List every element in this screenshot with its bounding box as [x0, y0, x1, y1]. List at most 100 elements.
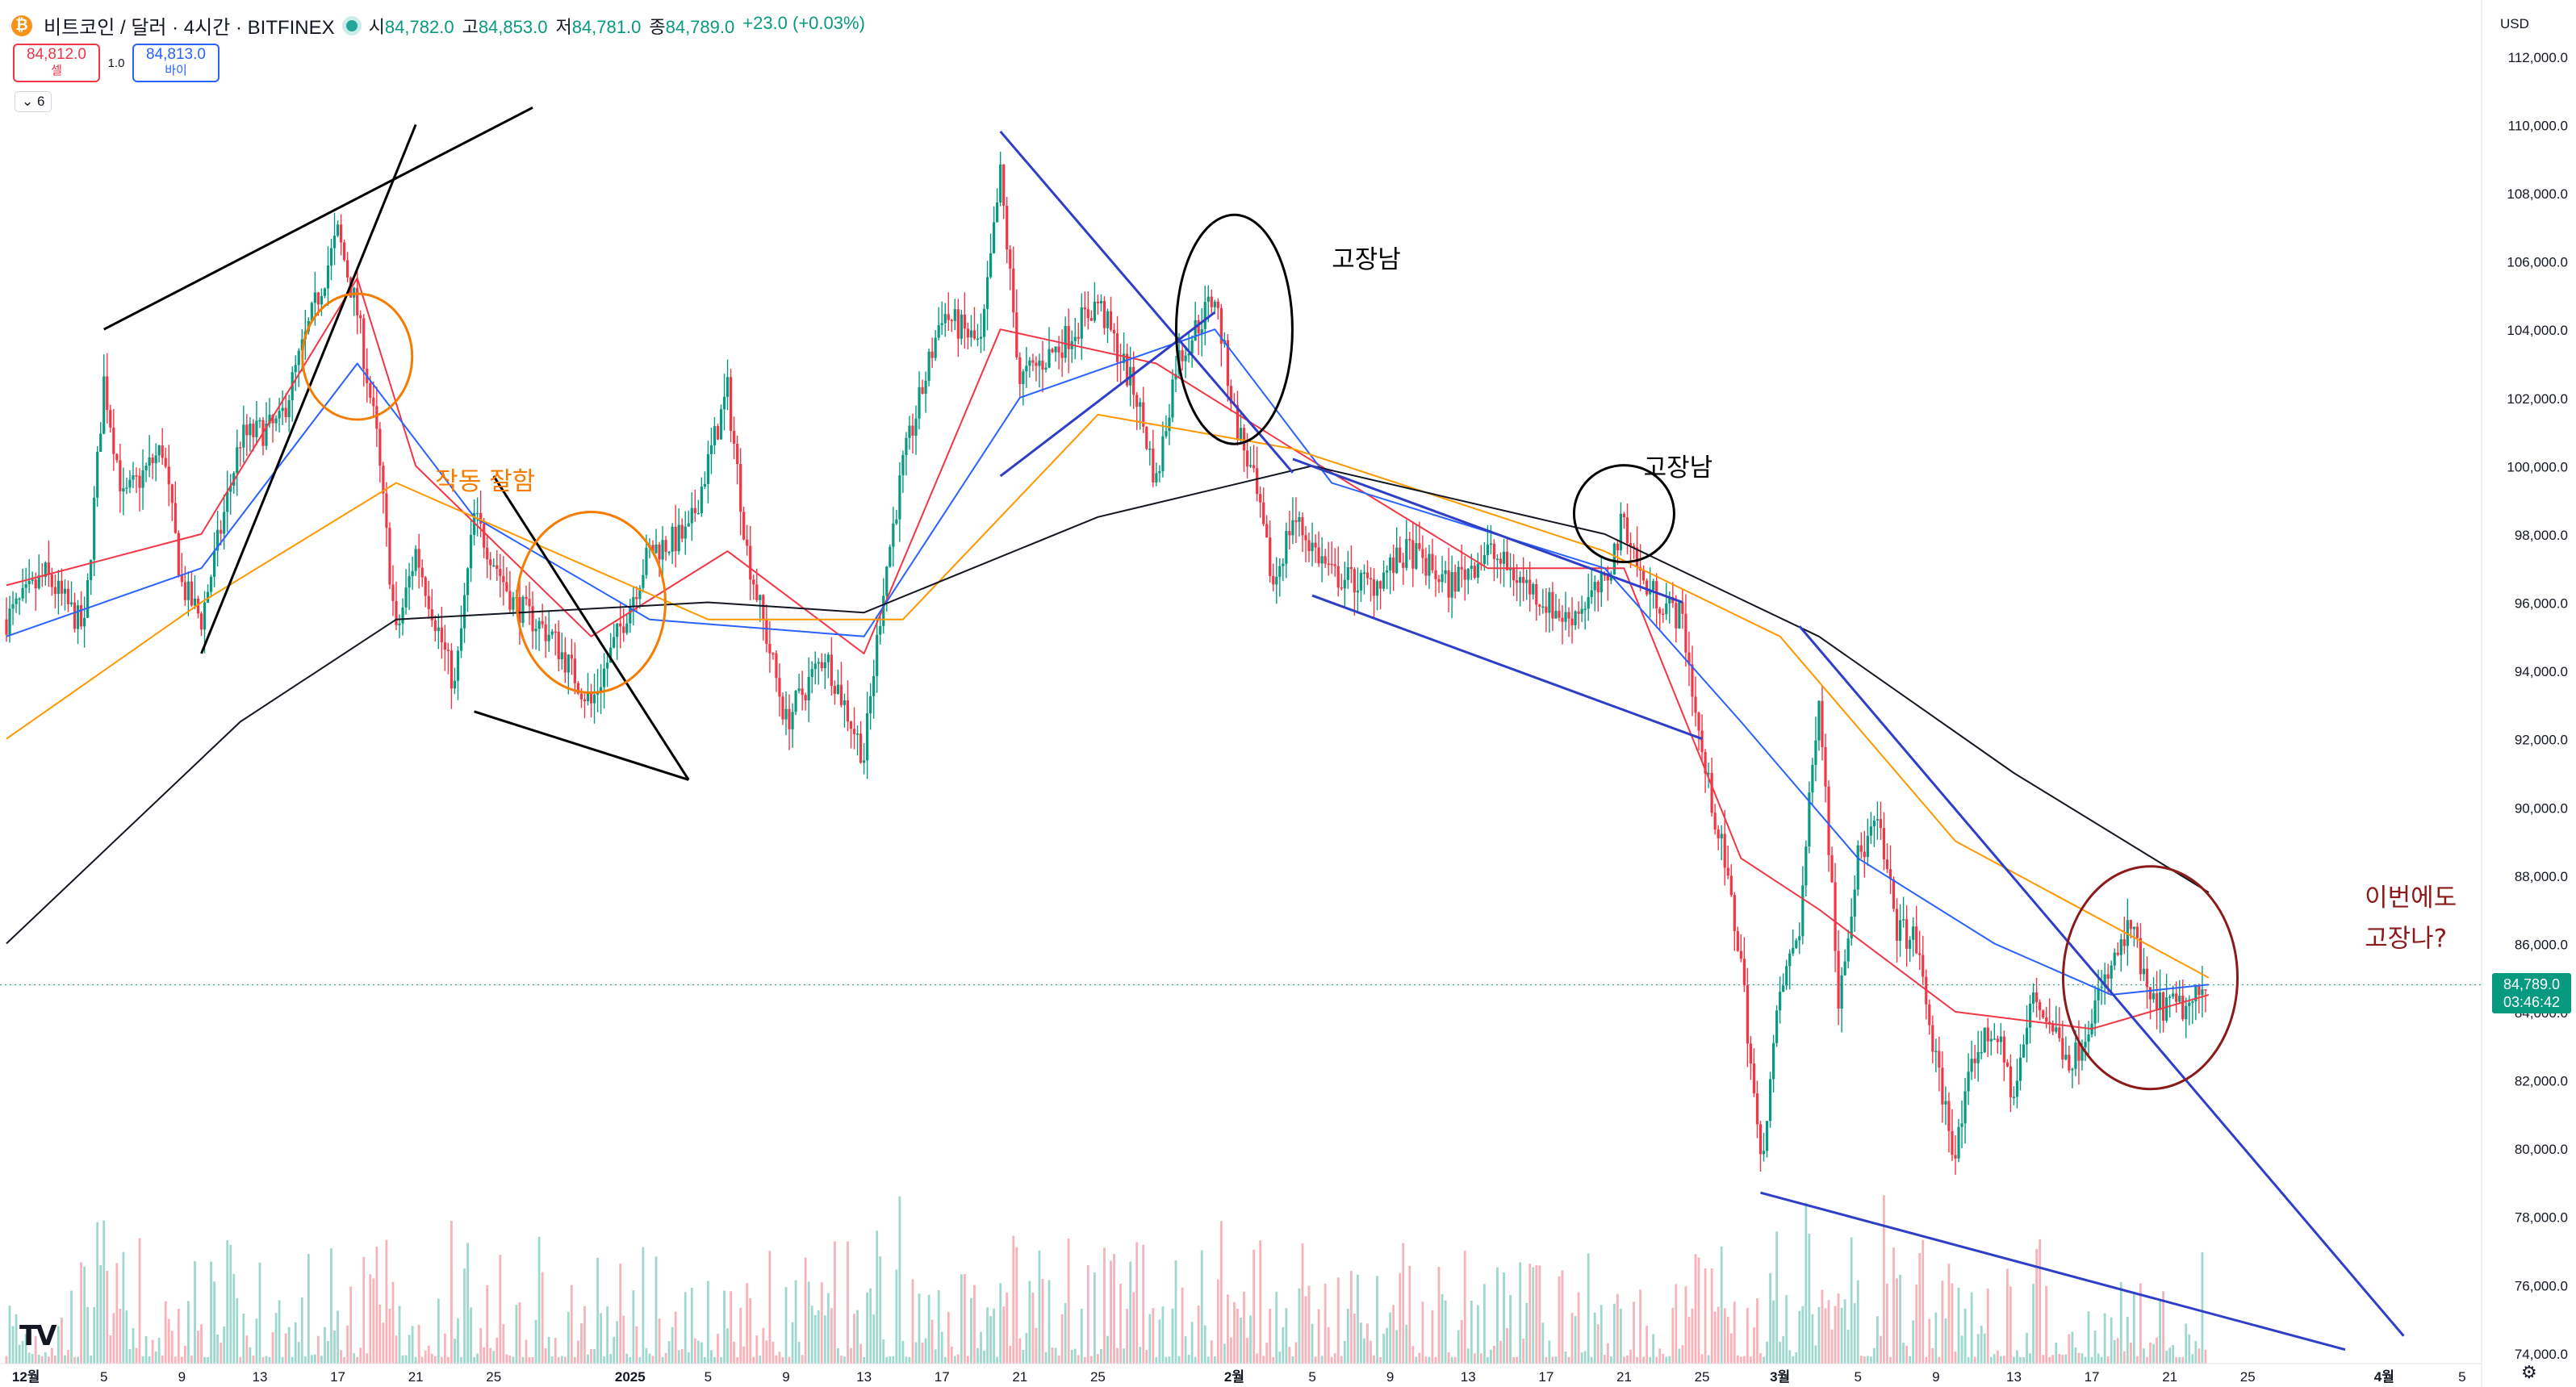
candle-body: [1262, 502, 1265, 524]
volume-bar: [80, 1262, 82, 1364]
last-price-tag: 84,789.0 03:46:42: [2492, 973, 2571, 1013]
candle-body: [2122, 939, 2126, 946]
volume-bar: [2058, 1354, 2061, 1364]
volume-bar: [463, 1268, 466, 1364]
candle-body: [271, 414, 274, 424]
candle-body: [2116, 952, 2119, 955]
candle-body: [1288, 531, 1291, 536]
candle-body: [999, 164, 1002, 203]
candle-body: [1564, 612, 1567, 622]
volume-bar: [2097, 1353, 2100, 1364]
candle-body: [843, 700, 847, 705]
candle-body: [1115, 333, 1119, 362]
volume-bar: [1967, 1356, 1970, 1364]
candle-body: [684, 526, 687, 539]
volume-bar: [2064, 1354, 2068, 1364]
candle-body: [613, 637, 616, 648]
volume-bar: [249, 1347, 252, 1364]
indicator-toggle-button[interactable]: ⌄ 6: [15, 91, 52, 112]
volume-bar: [1230, 1337, 1232, 1364]
volume-bar: [1996, 1350, 1999, 1364]
volume-bar: [713, 1356, 716, 1364]
volume-bar: [1213, 1356, 1216, 1364]
tradingview-logo[interactable]: 𝗧𝗩: [19, 1321, 56, 1351]
volume-bar: [1110, 1260, 1112, 1364]
candle-body: [996, 202, 999, 223]
price-tick-label: 110,000.0: [2508, 118, 2568, 133]
candle-body: [927, 351, 930, 381]
candle-body: [1155, 473, 1158, 483]
candle-body: [1012, 268, 1015, 313]
volume-bar: [1963, 1308, 1967, 1364]
volume-bar: [1181, 1287, 1184, 1364]
candle-body: [709, 445, 713, 454]
time-tick-label: 25: [486, 1369, 501, 1385]
candle-body: [37, 575, 40, 589]
gear-icon[interactable]: ⚙: [2521, 1362, 2537, 1382]
candle-body: [459, 628, 463, 651]
candle-body: [1242, 428, 1246, 451]
volume-bar: [281, 1356, 284, 1364]
ohlc-value: 84,789.0: [665, 16, 735, 37]
volume-bar: [1311, 1323, 1314, 1364]
symbol-title[interactable]: 비트코인 / 달러 · 4시간 · BITFINEX: [44, 17, 335, 39]
candle-body: [726, 377, 730, 397]
candle-body: [2201, 989, 2204, 996]
volume-bar: [1872, 1347, 1876, 1364]
volume-bar: [1821, 1289, 1824, 1364]
volume-bar: [1428, 1356, 1431, 1364]
candle-body: [1463, 569, 1466, 580]
candle-body: [801, 688, 804, 696]
candle-body: [1892, 879, 1896, 909]
volume-bar: [1746, 1308, 1749, 1364]
candle-body: [1697, 712, 1700, 731]
candle-body: [1112, 329, 1116, 334]
candle-body: [674, 526, 677, 552]
volume-bar: [1077, 1355, 1080, 1364]
volume-bar: [2136, 1356, 2139, 1364]
candle-body: [1970, 1059, 1973, 1072]
candle-body: [1704, 752, 1707, 774]
candle-body: [879, 625, 882, 635]
volume-bar: [457, 1318, 459, 1364]
volume-bar: [102, 1220, 106, 1364]
volume-bar: [956, 1354, 960, 1364]
candle-body: [1583, 608, 1587, 610]
volume-bar: [1165, 1356, 1168, 1364]
candle-body: [252, 424, 255, 437]
volume-bar: [1983, 1333, 1986, 1364]
candle-body: [1723, 833, 1726, 868]
volume-bar: [99, 1264, 102, 1364]
candle-body: [1304, 535, 1307, 541]
candle-body: [122, 488, 125, 492]
candle-body: [446, 650, 450, 651]
volume-bar: [1808, 1234, 1811, 1364]
volume-bar: [2129, 1342, 2132, 1364]
buy-button[interactable]: 84,813.0 바이: [132, 44, 220, 82]
volume-bar: [1889, 1356, 1892, 1364]
volume-bar: [31, 1354, 34, 1364]
candle-body: [2100, 986, 2103, 988]
volume-bar: [1015, 1247, 1018, 1364]
candle-body: [1375, 581, 1379, 596]
candle-body: [1239, 428, 1243, 440]
currency-selector[interactable]: USD: [2500, 16, 2529, 31]
volume-bar: [1834, 1306, 1837, 1364]
volume-bar: [1775, 1231, 1779, 1364]
candle-body: [528, 599, 531, 607]
volume-bar: [1726, 1316, 1729, 1364]
volume-bar: [1382, 1334, 1385, 1364]
candle-body: [1314, 542, 1317, 548]
volume-bar: [1713, 1311, 1717, 1364]
candle-body: [579, 693, 583, 700]
volume-bar: [1216, 1279, 1219, 1364]
candle-body: [1762, 1151, 1766, 1155]
sell-button[interactable]: 84,812.0 셀: [13, 44, 100, 82]
volume-bar: [983, 1351, 985, 1364]
candle-body: [1808, 792, 1811, 847]
moving-average-line-blue: [6, 328, 2210, 996]
candle-body: [889, 546, 892, 567]
candle-body: [1587, 597, 1590, 609]
candle-body: [1872, 820, 1876, 827]
